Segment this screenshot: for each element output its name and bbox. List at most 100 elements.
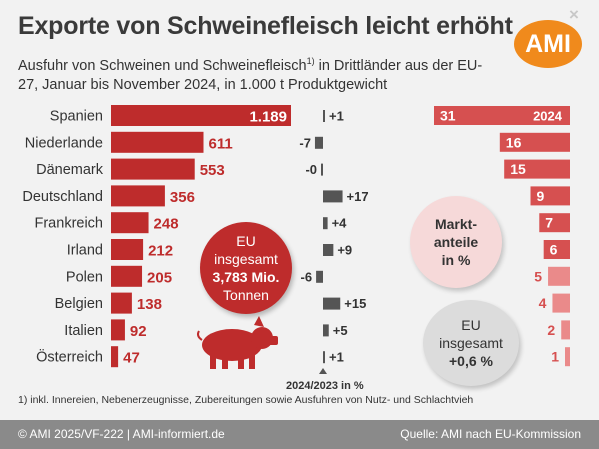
share-label-deutschland: 9 bbox=[537, 188, 545, 204]
change-label-spanien: +1 bbox=[329, 109, 344, 124]
volume-bar-irland bbox=[111, 239, 144, 260]
subtitle-text: Ausfuhr von Schweinen und Schweinefleisc… bbox=[18, 57, 307, 74]
share-bar-frankreich bbox=[539, 213, 570, 233]
share-label-niederlande: 16 bbox=[506, 134, 522, 150]
up-arrow-icon bbox=[319, 368, 327, 374]
footnote: 1) inkl. Innereien, Nebenerzeugnisse, Zu… bbox=[18, 394, 474, 406]
change-bar-polen bbox=[316, 270, 323, 283]
category-label-frankreich: Frankreich bbox=[35, 216, 104, 232]
category-label-belgien: Belgien bbox=[55, 296, 103, 312]
volume-label-italien: 92 bbox=[130, 323, 147, 340]
volume-bar-belgien bbox=[111, 292, 132, 314]
eu-change-bubble: EU insgesamt +0,6 % bbox=[423, 300, 519, 386]
change-label-irland: +9 bbox=[337, 243, 352, 258]
change-label-polen: -6 bbox=[301, 269, 313, 284]
pig-icon bbox=[197, 316, 278, 369]
share-label-italien: 2 bbox=[547, 322, 555, 338]
change-label-dänemark: -0 bbox=[305, 162, 317, 177]
category-label-dänemark: Dänemark bbox=[36, 162, 104, 178]
volume-bar-deutschland bbox=[111, 185, 165, 207]
eu-total-bubble: EU insgesamt 3,783 Mio. Tonnen bbox=[200, 222, 292, 314]
volume-bar-polen bbox=[111, 265, 143, 287]
change-bar-frankreich bbox=[323, 217, 328, 230]
category-label-spanien: Spanien bbox=[50, 109, 103, 125]
category-label-italien: Italien bbox=[64, 323, 103, 339]
market-share-line1: Markt- bbox=[434, 216, 477, 232]
chart-subtitle: Ausfuhr von Schweinen und Schweinefleisc… bbox=[18, 52, 488, 95]
volume-bar-dänemark bbox=[111, 158, 195, 180]
share-label-dänemark: 15 bbox=[510, 161, 526, 177]
volume-bar-niederlande bbox=[111, 131, 204, 153]
volume-label-deutschland: 356 bbox=[170, 189, 195, 206]
share-label-irland: 6 bbox=[550, 242, 558, 258]
share-bar-polen bbox=[548, 266, 570, 286]
change-label-deutschland: +17 bbox=[347, 189, 369, 204]
volume-label-spanien: 1.189 bbox=[249, 109, 287, 126]
close-icon[interactable]: × bbox=[569, 5, 579, 24]
share-label-frankreich: 7 bbox=[545, 215, 553, 231]
change-bar-österreich bbox=[323, 351, 325, 364]
footer-source: Quelle: AMI nach EU-Kommission bbox=[400, 427, 581, 441]
footer-copyright: © AMI 2025/VF-222 | AMI-informiert.de bbox=[18, 427, 225, 441]
share-bar-österreich bbox=[565, 347, 570, 367]
eu-total-unit: Tonnen bbox=[223, 287, 269, 303]
change-bar-niederlande bbox=[314, 136, 323, 149]
share-label-belgien: 4 bbox=[539, 295, 547, 311]
share-bar-deutschland bbox=[530, 186, 570, 206]
market-share-line2: anteile bbox=[433, 234, 479, 250]
subtitle-text-continued: in Drittländer aus der EU-27, Januar bis… bbox=[18, 57, 483, 93]
share-bar-belgien bbox=[552, 293, 570, 313]
eu-change-value: +0,6 % bbox=[449, 353, 493, 369]
change-label-belgien: +15 bbox=[344, 296, 366, 311]
change-bar-spanien bbox=[323, 110, 325, 122]
change-label-italien: +5 bbox=[333, 323, 348, 338]
volume-label-österreich: 47 bbox=[123, 350, 140, 367]
market-share-line3: in % bbox=[441, 252, 471, 268]
eu-change-line1: EU bbox=[461, 317, 481, 333]
change-bar-italien bbox=[323, 324, 329, 337]
change-bar-dänemark bbox=[321, 163, 323, 176]
chart-title: Exporte von Schweinefleisch leicht erhöh… bbox=[18, 12, 513, 40]
change-bar-belgien bbox=[323, 297, 341, 310]
eu-total-value: 3,783 Mio. bbox=[212, 269, 280, 285]
share-bar-niederlande bbox=[499, 132, 570, 152]
category-label-irland: Irland bbox=[67, 243, 103, 259]
volume-label-niederlande: 611 bbox=[208, 135, 232, 152]
volume-bar-frankreich bbox=[111, 212, 149, 234]
share-label-spanien: 31 bbox=[440, 108, 456, 124]
eu-change-line2: insgesamt bbox=[439, 335, 503, 351]
change-bar-irland bbox=[323, 244, 334, 256]
ami-logo: AMI bbox=[514, 20, 582, 68]
share-label-österreich: 1 bbox=[551, 349, 559, 365]
share-bar-dänemark bbox=[504, 159, 570, 179]
share-year-label: 2024 bbox=[533, 109, 563, 124]
market-share-bubble: Markt- anteile in % bbox=[410, 196, 502, 288]
change-label-frankreich: +4 bbox=[332, 216, 348, 231]
share-bar-italien bbox=[561, 320, 570, 340]
change-label-niederlande: -7 bbox=[299, 135, 311, 150]
change-axis-label: 2024/2023 in % bbox=[286, 380, 364, 392]
change-bar-deutschland bbox=[323, 190, 343, 203]
volume-bar-italien bbox=[111, 319, 125, 341]
category-label-deutschland: Deutschland bbox=[22, 189, 103, 205]
share-label-polen: 5 bbox=[534, 268, 542, 284]
volume-label-frankreich: 248 bbox=[154, 216, 179, 233]
share-bar-spanien bbox=[434, 106, 570, 125]
volume-label-belgien: 138 bbox=[137, 296, 162, 313]
category-label-niederlande: Niederlande bbox=[25, 135, 103, 151]
volume-bar-österreich bbox=[111, 346, 119, 368]
change-label-österreich: +1 bbox=[329, 350, 344, 365]
eu-total-line1: EU bbox=[236, 233, 256, 249]
footer-bar: © AMI 2025/VF-222 | AMI-informiert.de Qu… bbox=[0, 420, 599, 449]
volume-label-irland: 212 bbox=[148, 243, 173, 260]
subtitle-footnote-marker: 1) bbox=[306, 56, 315, 66]
volume-label-polen: 205 bbox=[147, 269, 172, 286]
volume-bar-spanien bbox=[111, 105, 291, 126]
category-label-polen: Polen bbox=[66, 269, 103, 285]
eu-total-line2: insgesamt bbox=[214, 251, 278, 267]
category-label-österreich: Österreich bbox=[36, 348, 103, 366]
share-bar-irland bbox=[543, 240, 570, 259]
volume-label-dänemark: 553 bbox=[200, 162, 225, 179]
